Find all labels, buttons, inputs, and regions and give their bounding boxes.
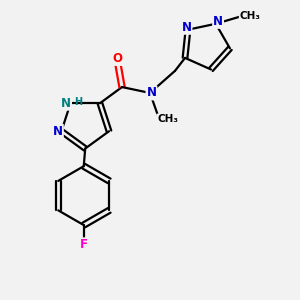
- Text: N: N: [146, 86, 157, 99]
- Text: O: O: [112, 52, 123, 65]
- Text: N: N: [53, 125, 63, 138]
- Text: CH₃: CH₃: [157, 114, 178, 124]
- Text: H: H: [74, 97, 82, 107]
- Text: N: N: [213, 15, 223, 28]
- Text: F: F: [80, 238, 88, 251]
- Text: N: N: [182, 21, 191, 34]
- Text: N: N: [61, 97, 71, 110]
- Text: CH₃: CH₃: [240, 11, 261, 21]
